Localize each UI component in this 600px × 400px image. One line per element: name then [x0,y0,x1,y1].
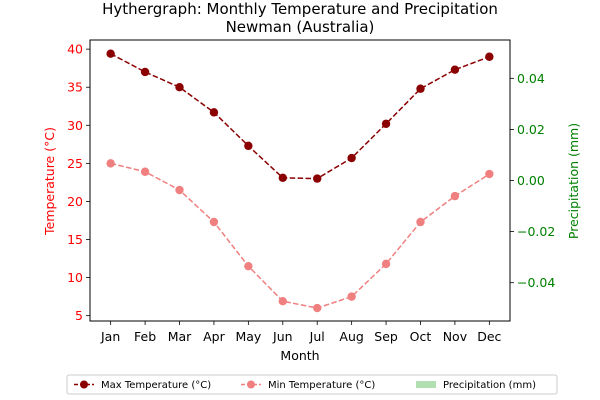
left-tick-label-40: 40 [67,42,83,57]
x-tick-label-jun: Jun [272,329,293,344]
right-tick-label-2: 0.00 [517,173,545,188]
min-temp-point-nov [450,191,460,201]
left-tick-label-15: 15 [67,232,83,247]
legend-marker-min-temp [247,380,255,389]
left-tick-label-30: 30 [67,118,83,133]
x-tick-label-may: May [235,329,261,344]
max-temp-point-mar [175,83,184,92]
max-temp-point-may [244,141,253,151]
min-temp-point-apr [209,217,219,227]
x-tick-label-feb: Feb [134,329,156,344]
min-temp-point-jan [106,159,115,168]
max-temp-point-sep [381,119,391,128]
min-temp-point-aug [347,292,356,301]
max-temp-point-nov [450,65,460,74]
min-temp-point-may [244,261,253,271]
chart-title: Hythergraph: Monthly Temperature and Pre… [102,0,498,18]
legend-swatch-precip [416,381,436,388]
x-tick-label-apr: Apr [203,329,225,344]
max-temp-point-jun [278,173,287,183]
left-tick-label-10: 10 [67,270,83,285]
x-tick-label-jan: Jan [100,329,120,344]
x-tick-label-sep: Sep [374,329,398,344]
min-temp-line [110,162,490,309]
right-tick-label-0: −0.04 [517,275,555,290]
max-temp-point-dec [485,52,494,61]
left-tick-label-35: 35 [67,80,83,95]
min-temp-point-jul [313,303,322,313]
max-temp-point-feb [140,67,150,77]
max-temp-point-aug [347,153,356,163]
x-tick-label-aug: Aug [339,329,363,344]
legend-frame [66,374,558,395]
legend-label-min-temp: Min Temperature (°C) [268,380,375,391]
x-tick-label-nov: Nov [443,329,468,344]
right-axis-label: Precipitation (mm) [566,123,581,239]
min-temp-point-jun [278,297,287,306]
x-tick-label-jul: Jul [309,329,325,344]
legend-label-precip: Precipitation (mm) [443,380,536,391]
plot-frame [89,39,511,322]
x-tick-label-oct: Oct [410,329,432,344]
x-tick-label-mar: Mar [168,329,192,344]
min-temp-point-feb [140,167,150,176]
left-tick-label-20: 20 [67,194,83,209]
min-temp-point-mar [175,185,184,195]
x-tick-label-dec: Dec [477,329,501,344]
legend-label-max-temp: Max Temperature (°C) [101,380,211,391]
max-temp-point-jan [106,49,115,58]
left-axis-label: Temperature (°C) [42,127,57,236]
right-tick-label-1: −0.02 [517,224,555,239]
min-temp-point-sep [381,259,391,269]
min-temp-point-oct [416,217,425,227]
max-temp-point-oct [416,84,425,93]
x-axis-ticks: Jan Feb Mar Apr May Jun Jul Aug Sep Oct Nov Dec [100,321,502,344]
max-temp-line [110,53,490,180]
plot-area [89,39,511,322]
legend-marker-max-temp [80,380,88,389]
right-tick-label-4: 0.04 [517,71,545,86]
max-temp-point-apr [209,108,219,117]
left-axis-ticks: 5 10 15 20 25 30 35 40 [67,42,90,323]
max-temp-point-jul [313,174,322,183]
chart-subtitle: Newman (Australia) [226,18,375,36]
right-tick-label-3: 0.02 [517,122,545,137]
legend: Max Temperature (°C) Min Temperature (°C)… [66,374,558,395]
left-tick-label-5: 5 [75,308,83,323]
right-axis-ticks: −0.04 −0.02 0.00 0.02 0.04 [510,71,555,290]
left-tick-label-25: 25 [67,156,83,171]
x-axis-label: Month [280,348,319,363]
min-temp-point-dec [485,169,494,179]
